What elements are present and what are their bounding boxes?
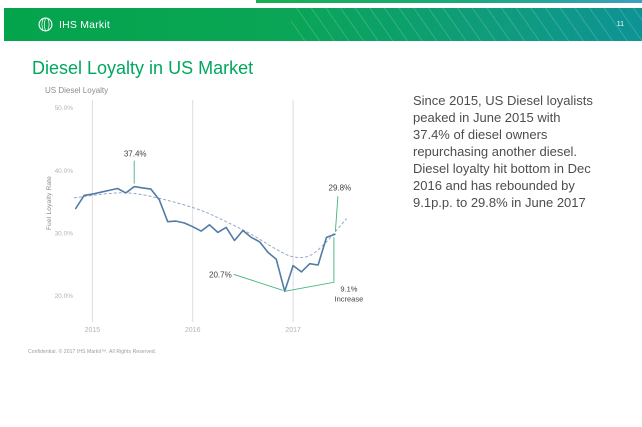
footer-text: Confidential. © 2017 IHS Markit™. All Ri… bbox=[28, 349, 157, 355]
svg-text:2016: 2016 bbox=[185, 327, 201, 334]
loyalty-chart-svg: 2015 2016 2017 50.0% 40.0% 30.0% 20.0% 37.4% 20.… bbox=[55, 100, 364, 334]
svg-text:20.0%: 20.0% bbox=[55, 293, 74, 300]
brand-lockup: IHS Markit bbox=[38, 8, 110, 41]
svg-text:37.4%: 37.4% bbox=[124, 150, 147, 159]
svg-text:40.0%: 40.0% bbox=[55, 168, 74, 175]
svg-text:20.7%: 20.7% bbox=[209, 270, 232, 279]
svg-text:2017: 2017 bbox=[285, 327, 301, 334]
slide-number: 11 bbox=[616, 21, 624, 28]
globe-icon bbox=[38, 17, 53, 32]
top-accent-line bbox=[256, 0, 642, 3]
page-title: Diesel Loyalty in US Market bbox=[32, 58, 254, 78]
svg-text:50.0%: 50.0% bbox=[55, 105, 74, 112]
body-text: Since 2015, US Diesel loyalists peaked i… bbox=[413, 93, 593, 210]
svg-text:9.1%: 9.1% bbox=[340, 284, 357, 293]
svg-text:29.8%: 29.8% bbox=[329, 183, 352, 192]
chart-figure: US Diesel Loyalty Fuel Loyalty Rate 2015… bbox=[40, 86, 390, 352]
svg-text:2015: 2015 bbox=[85, 327, 101, 334]
chart-title: US Diesel Loyalty bbox=[45, 86, 109, 95]
svg-text:30.0%: 30.0% bbox=[55, 231, 74, 238]
brand-name: IHS Markit bbox=[59, 18, 111, 31]
header-bar: IHS Markit 11 bbox=[4, 8, 642, 41]
header-stripe-pattern bbox=[291, 8, 642, 41]
svg-text:Increase: Increase bbox=[335, 294, 364, 303]
